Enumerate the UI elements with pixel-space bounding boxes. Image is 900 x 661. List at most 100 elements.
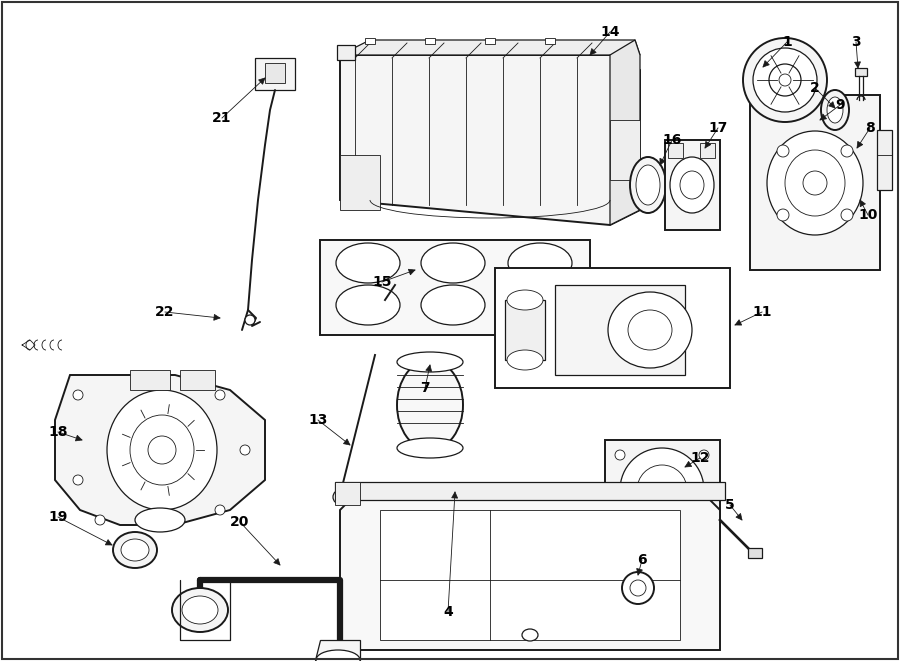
Text: 13: 13 <box>309 413 328 427</box>
Ellipse shape <box>821 90 849 130</box>
Text: 14: 14 <box>600 25 620 39</box>
Text: 19: 19 <box>49 510 68 524</box>
Ellipse shape <box>753 48 817 112</box>
Ellipse shape <box>841 145 853 157</box>
Ellipse shape <box>397 438 463 458</box>
Text: 3: 3 <box>851 35 860 49</box>
Polygon shape <box>750 95 880 270</box>
Text: 16: 16 <box>662 133 681 147</box>
Ellipse shape <box>680 171 704 199</box>
Ellipse shape <box>777 145 789 157</box>
Polygon shape <box>705 141 711 148</box>
Text: 12: 12 <box>690 451 710 465</box>
Ellipse shape <box>785 150 845 216</box>
Polygon shape <box>685 461 692 467</box>
Text: 20: 20 <box>230 515 249 529</box>
Text: 6: 6 <box>637 553 647 567</box>
Bar <box>748 548 762 558</box>
Bar <box>337 45 355 60</box>
Ellipse shape <box>135 508 185 532</box>
Bar <box>425 38 435 44</box>
Polygon shape <box>426 365 432 371</box>
Bar <box>495 268 730 388</box>
Ellipse shape <box>507 290 543 310</box>
Ellipse shape <box>240 445 250 455</box>
Text: 9: 9 <box>835 98 845 112</box>
Ellipse shape <box>421 243 485 283</box>
Text: 15: 15 <box>373 275 392 289</box>
Ellipse shape <box>615 520 625 530</box>
Polygon shape <box>735 320 742 325</box>
Bar <box>605 440 720 540</box>
Text: 1: 1 <box>782 35 792 49</box>
Ellipse shape <box>841 209 853 221</box>
Ellipse shape <box>628 310 672 350</box>
Polygon shape <box>660 158 665 165</box>
Ellipse shape <box>507 350 543 370</box>
Ellipse shape <box>121 539 149 561</box>
Ellipse shape <box>522 629 538 641</box>
Text: 8: 8 <box>865 121 875 135</box>
Ellipse shape <box>508 285 572 325</box>
Ellipse shape <box>421 285 485 325</box>
Text: 7: 7 <box>420 381 430 395</box>
Polygon shape <box>854 61 860 68</box>
Bar <box>180 370 215 390</box>
Ellipse shape <box>779 74 791 86</box>
Ellipse shape <box>769 64 801 96</box>
Polygon shape <box>340 40 640 55</box>
Ellipse shape <box>508 243 572 283</box>
Ellipse shape <box>130 415 194 485</box>
Polygon shape <box>665 140 720 230</box>
Ellipse shape <box>803 171 827 195</box>
Bar <box>130 370 170 390</box>
Polygon shape <box>610 40 640 225</box>
Ellipse shape <box>636 165 660 205</box>
Bar <box>877 130 892 190</box>
Text: 5: 5 <box>725 498 735 512</box>
Ellipse shape <box>796 102 820 138</box>
Ellipse shape <box>743 38 827 122</box>
Polygon shape <box>255 58 295 90</box>
Ellipse shape <box>73 475 83 485</box>
Ellipse shape <box>172 588 228 632</box>
Ellipse shape <box>637 465 687 515</box>
Bar <box>485 38 495 44</box>
Ellipse shape <box>336 243 400 283</box>
Ellipse shape <box>182 596 218 624</box>
Polygon shape <box>829 102 835 108</box>
Bar <box>505 300 545 360</box>
Ellipse shape <box>620 448 704 532</box>
Ellipse shape <box>215 390 225 400</box>
Text: 11: 11 <box>752 305 772 319</box>
Ellipse shape <box>827 97 843 123</box>
Bar <box>855 68 867 76</box>
Polygon shape <box>320 240 590 335</box>
Ellipse shape <box>336 285 400 325</box>
Ellipse shape <box>397 352 463 372</box>
Polygon shape <box>340 155 380 210</box>
Polygon shape <box>213 315 220 321</box>
Polygon shape <box>409 269 415 275</box>
Ellipse shape <box>788 127 828 183</box>
Polygon shape <box>274 559 280 565</box>
Ellipse shape <box>397 360 463 450</box>
Ellipse shape <box>316 650 360 661</box>
Polygon shape <box>857 141 863 148</box>
Ellipse shape <box>796 137 820 173</box>
Ellipse shape <box>622 572 654 604</box>
Bar <box>555 285 685 375</box>
Ellipse shape <box>630 157 666 213</box>
Ellipse shape <box>113 532 157 568</box>
Ellipse shape <box>788 92 828 148</box>
Ellipse shape <box>333 490 347 504</box>
Ellipse shape <box>215 505 225 515</box>
Polygon shape <box>636 568 643 575</box>
Polygon shape <box>590 48 596 55</box>
Bar <box>700 143 715 158</box>
Ellipse shape <box>699 520 709 530</box>
Ellipse shape <box>148 436 176 464</box>
Text: 21: 21 <box>212 111 232 125</box>
Ellipse shape <box>615 450 625 460</box>
Polygon shape <box>820 114 826 120</box>
